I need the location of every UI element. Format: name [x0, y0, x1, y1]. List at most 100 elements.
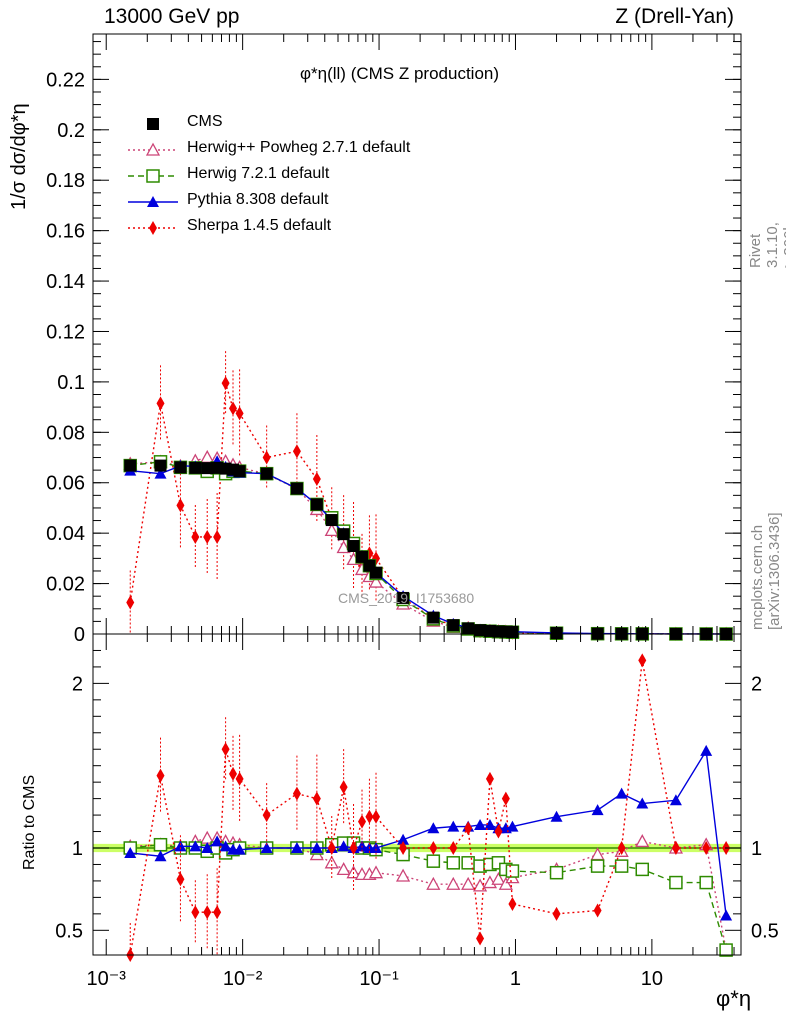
mcplots-reference-note: mcplots.cern.ch [arXiv:1306.3436] [749, 512, 783, 630]
ratio-sherpa-1-4-5-default-point [229, 766, 238, 781]
ratio-sherpa-1-4-5-default-point [593, 903, 602, 918]
y-tick-label: 0.1 [57, 372, 85, 394]
ratio-pythia-8-308-default-point [474, 818, 487, 830]
ratio-sherpa-1-4-5-default-point [702, 841, 711, 855]
y-tick-label: 0 [74, 624, 85, 646]
ratio-pythia-8-308-default-point [174, 840, 187, 852]
ratio-pythia-8-308-default-point [124, 846, 137, 858]
ratio-sherpa-1-4-5-default-point [449, 841, 458, 855]
ratio-sherpa-1-4-5-default-point [671, 841, 680, 855]
ratio-pythia-8-308-default-point [211, 835, 224, 847]
ratio-sherpa-1-4-5-default-point [494, 824, 503, 839]
ratio-herwig-powheg-2-7-1-default-point [446, 876, 461, 890]
x-tick-label: 10 [641, 968, 663, 990]
ratio-herwig-7-2-1-default-point [446, 856, 461, 870]
ratio-pythia-8-308-default-point [506, 820, 519, 832]
ratio-pythia-8-308-default-point [337, 840, 350, 852]
main-cms-point [474, 624, 487, 637]
ratio-pythia-8-308-default-point [290, 842, 303, 853]
ratio-sherpa-1-4-5-default-point [339, 780, 348, 795]
main-cms-point [462, 622, 475, 635]
ratio-herwig-7-2-1-default-point [549, 865, 564, 880]
ratio-sherpa-1-4-5-default-point [399, 841, 408, 855]
ratio-herwig-powheg-2-7-1-default-point [395, 868, 411, 882]
ratio-herwig-powheg-2-7-1-default-point [324, 855, 339, 869]
main-cms-point [325, 514, 338, 527]
main-cms-point [233, 465, 246, 478]
ratio-pythia-8-308-default-point [370, 842, 383, 853]
main-cms-point [189, 461, 202, 474]
main-cms-point [260, 467, 273, 480]
plot-title: φ*η(ll) (CMS Z production) [300, 64, 499, 84]
ratio-sherpa-1-4-5-default-point [312, 791, 321, 806]
ratio-pythia-8-308-default-point [397, 833, 410, 845]
ratio-herwig-7-2-1-default-point [426, 854, 441, 868]
ratio-sherpa-1-4-5-default-point [464, 821, 473, 836]
legend-label-sherpa-1-4-5-default: Sherpa 1.4.5 default [187, 217, 332, 234]
main-cms-point [337, 528, 350, 541]
ratio-herwig-7-2-1-default-point [669, 875, 683, 890]
main-sherpa-1-4-5-default-point [191, 529, 200, 544]
ratio-sherpa-1-4-5-default-point [349, 841, 358, 855]
ratio-pythia-8-308-default-point [591, 804, 604, 816]
ratio-sherpa-1-4-5-default-point [262, 808, 271, 823]
ratio-pythia-8-308-default-point [615, 787, 628, 799]
y-tick-label: 0.18 [46, 170, 85, 192]
legend-label-herwig-powheg-2-7-1-default: Herwig++ Powheg 2.7.1 default [187, 139, 411, 156]
ratio-pythia-8-308-default-point [233, 843, 246, 855]
main-cms-point [427, 611, 440, 624]
ratio-sherpa-1-4-5-default-point [617, 841, 626, 855]
axes-layer: 10⁻³ 10⁻² 10⁻¹ 1 10 0 0.02 0.04 0.06 0.08 0.1 0.12 0… [46, 33, 779, 990]
y-tick-label: 0.02 [46, 574, 85, 596]
ratio-sherpa-1-4-5-default-point [221, 742, 230, 757]
main-sherpa-1-4-5-default-point [221, 376, 230, 391]
x-axis-label: φ*η [716, 986, 752, 1011]
y-tick-label: 0.08 [46, 422, 85, 444]
main-cms-point [290, 482, 303, 495]
ratio-sherpa-1-4-5-default-point [372, 809, 381, 824]
rivet-version-note: Rivet 3.1.10, ≥ 300k events [747, 222, 786, 268]
main-sherpa-1-4-5-default-point [203, 529, 212, 544]
ratio-herwig-7-2-1-default-point [590, 859, 605, 873]
ratio-frame [92, 633, 742, 956]
legend-marker-pythia-8-308-default [147, 196, 159, 207]
ratio-sherpa-1-4-5-default-point [485, 771, 494, 786]
main-cms-point [154, 459, 167, 472]
ratio-herwig-powheg-2-7-1-default-point [426, 876, 441, 890]
y-tick-label: 0.06 [46, 473, 85, 495]
main-herwig-powheg-2-7-1-default-point [200, 449, 215, 463]
legend-marker-sherpa-1-4-5-default [149, 221, 157, 235]
ratio-pythia-8-308-default-point [201, 842, 214, 853]
legend-marker-herwig-7-2-1-default [146, 169, 160, 183]
main-herwig-powheg-2-7-1-default-point [368, 574, 384, 588]
ratio-sherpa-1-4-5-default-point [156, 768, 165, 783]
main-sherpa-1-4-5-default-line [129, 382, 727, 635]
main-cms-point [370, 566, 383, 579]
ratio-pythia-8-308-default-point [427, 822, 440, 834]
y-tick-label: 0.04 [46, 523, 85, 545]
ratio-tick-label: 2 [751, 673, 762, 695]
plot-title-text: (ll) (CMS Z production) [327, 64, 500, 83]
x-tick-label: 10⁻¹ [359, 968, 399, 990]
ratio-pythia-8-308-default-point [700, 744, 713, 756]
legend-label-pythia-8-308-default: Pythia 8.308 default [187, 191, 329, 208]
ratio-sherpa-1-4-5-default-point [358, 814, 367, 829]
main-cms-point [310, 498, 323, 511]
ratio-sherpa-1-4-5-default-point [213, 905, 222, 920]
ratio-sherpa-1-4-5-default-point [429, 841, 438, 855]
y-axis-label: 1/σ dσ/dφ*η [8, 103, 30, 210]
ratio-tick-label: 0.5 [55, 920, 83, 942]
ratio-sherpa-1-4-5-default-point [235, 771, 244, 786]
ratio-sherpa-1-4-5-default-point [365, 809, 374, 824]
ratio-herwig-powheg-2-7-1-default-point [368, 865, 384, 879]
ratio-pythia-8-308-default-point [669, 794, 682, 806]
main-sherpa-1-4-5-default-point [126, 595, 135, 610]
ratio-sherpa-1-4-5-default-point [176, 872, 185, 887]
ratio-herwig-powheg-2-7-1-default-point [635, 834, 650, 848]
ratio-tick-label: 2 [72, 673, 83, 695]
x-tick-label: 10⁻² [223, 968, 263, 990]
main-sherpa-1-4-5-default-point [213, 529, 222, 544]
ratio-tick-label: 1 [72, 838, 83, 860]
ratio-sherpa-1-4-5-default-point [292, 786, 301, 801]
